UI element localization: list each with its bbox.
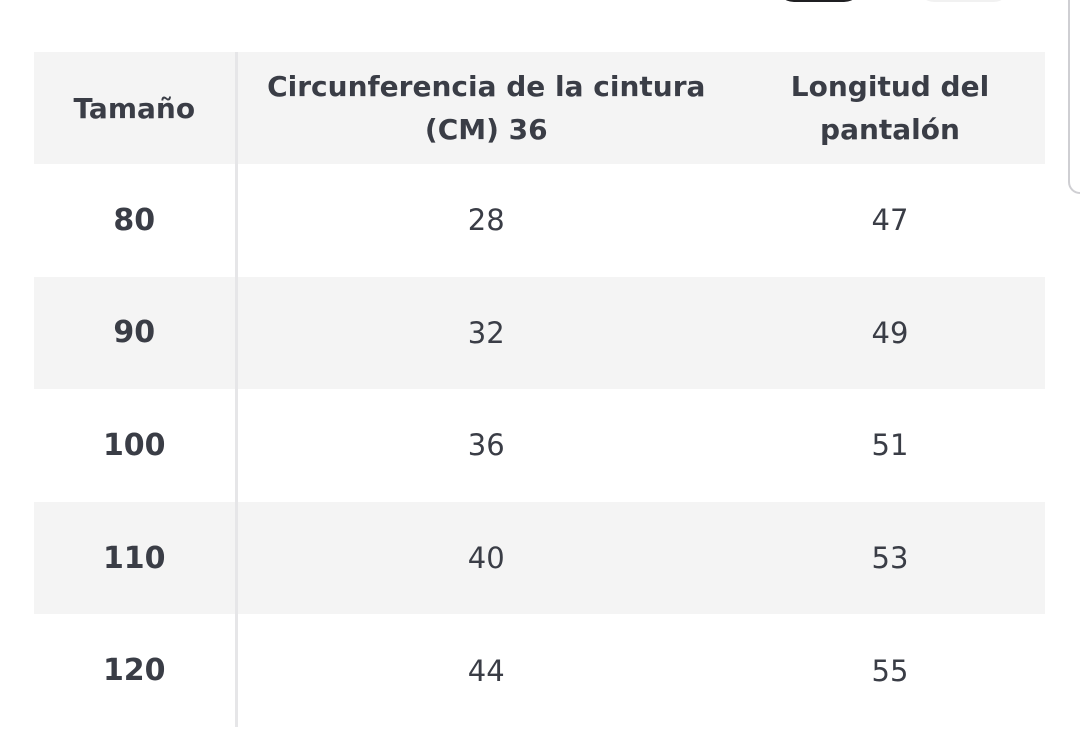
waist-cell: 44 — [467, 653, 505, 688]
table-row: 80 28 47 — [34, 164, 1045, 277]
size-cell: 90 — [34, 276, 238, 390]
table-header-row: Tamaño Circunferencia de la cintura (CM)… — [34, 52, 1045, 164]
header-length-line-2: pantalón — [820, 113, 960, 146]
top-dark-button[interactable] — [776, 0, 862, 2]
size-cell: 110 — [34, 501, 238, 615]
table-row: 100 36 51 — [34, 389, 1045, 502]
waist-cell: 32 — [467, 315, 505, 350]
table-row: 90 32 49 — [34, 276, 1045, 390]
table-row: 120 44 55 — [34, 614, 1045, 727]
table-row: 110 40 53 — [34, 501, 1045, 615]
size-cell: 120 — [34, 614, 238, 727]
header-length-line-1: Longitud del — [790, 70, 990, 103]
length-cell: 55 — [871, 653, 909, 688]
length-cell: 53 — [871, 541, 909, 576]
header-size: Tamaño — [34, 52, 238, 164]
size-cell: 100 — [34, 389, 238, 502]
size-chart-table: Tamaño Circunferencia de la cintura (CM)… — [34, 52, 1047, 727]
header-pant-length: Longitud del pantalón — [735, 52, 1045, 164]
length-cell: 51 — [871, 428, 909, 463]
header-size-label: Tamaño — [73, 91, 196, 125]
waist-cell: 40 — [467, 541, 505, 576]
header-waist-line-1: Circunferencia de la cintura — [267, 70, 706, 103]
size-cell: 80 — [34, 164, 238, 277]
top-light-button[interactable] — [918, 0, 1010, 2]
scroll-edge-indicator — [1068, 0, 1080, 194]
length-cell: 49 — [871, 315, 909, 350]
header-waist-line-2: (CM) 36 — [424, 113, 548, 146]
header-waist: Circunferencia de la cintura (CM) 36 — [236, 52, 735, 164]
waist-cell: 28 — [467, 203, 505, 238]
length-cell: 47 — [871, 203, 909, 238]
waist-cell: 36 — [467, 428, 505, 463]
